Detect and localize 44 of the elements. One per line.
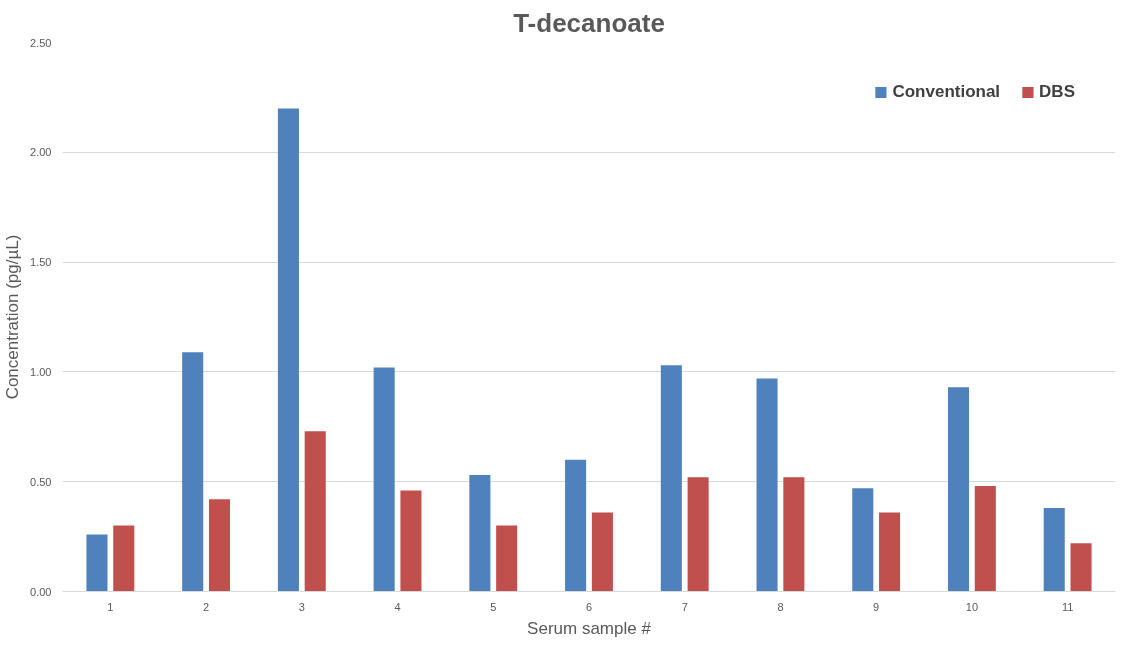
x-tick-label: 11 [1061,600,1074,613]
y-axis-title: Concentration (pg/µL) [3,234,23,400]
bar [687,477,709,592]
y-tick-label: 2.00 [30,146,52,159]
x-axis-title: Serum sample # [527,618,652,638]
bar [469,475,491,592]
x-tick-label: 10 [965,600,979,613]
x-tick-label: 3 [298,600,305,613]
y-tick-label: 2.50 [30,36,52,49]
chart-title: T-decanoate [513,7,665,38]
bar [974,486,996,592]
bar [208,499,231,592]
bar [591,512,613,592]
bar [756,378,778,592]
bar [182,352,204,592]
legend-label: Conventional [892,82,1001,102]
bar [783,477,805,592]
bar [373,367,395,592]
y-tick-label: 1.00 [30,365,52,378]
y-tick-label: 0.00 [30,585,52,598]
bar [660,365,682,592]
y-tick-label: 0.50 [30,475,52,488]
bar [852,488,874,592]
bar [1043,508,1065,592]
legend-label: DBS [1039,82,1075,102]
bar [86,534,108,592]
bar [113,525,135,592]
y-tick-label: 1.50 [30,256,52,269]
bar [277,108,299,592]
bar [1070,543,1092,592]
x-tick-label: 8 [777,600,784,613]
x-tick-label: 2 [203,600,210,613]
x-tick-label: 1 [107,600,114,613]
x-tick-label: 4 [394,600,401,613]
bar [947,387,970,592]
x-tick-label: 6 [585,600,593,613]
bar [496,525,518,592]
bar [400,490,422,592]
bar [879,512,901,592]
x-tick-label: 7 [681,600,688,613]
x-tick-label: 9 [873,600,880,613]
x-tick-label: 5 [490,600,497,613]
bar [565,459,587,592]
bar [304,431,326,592]
